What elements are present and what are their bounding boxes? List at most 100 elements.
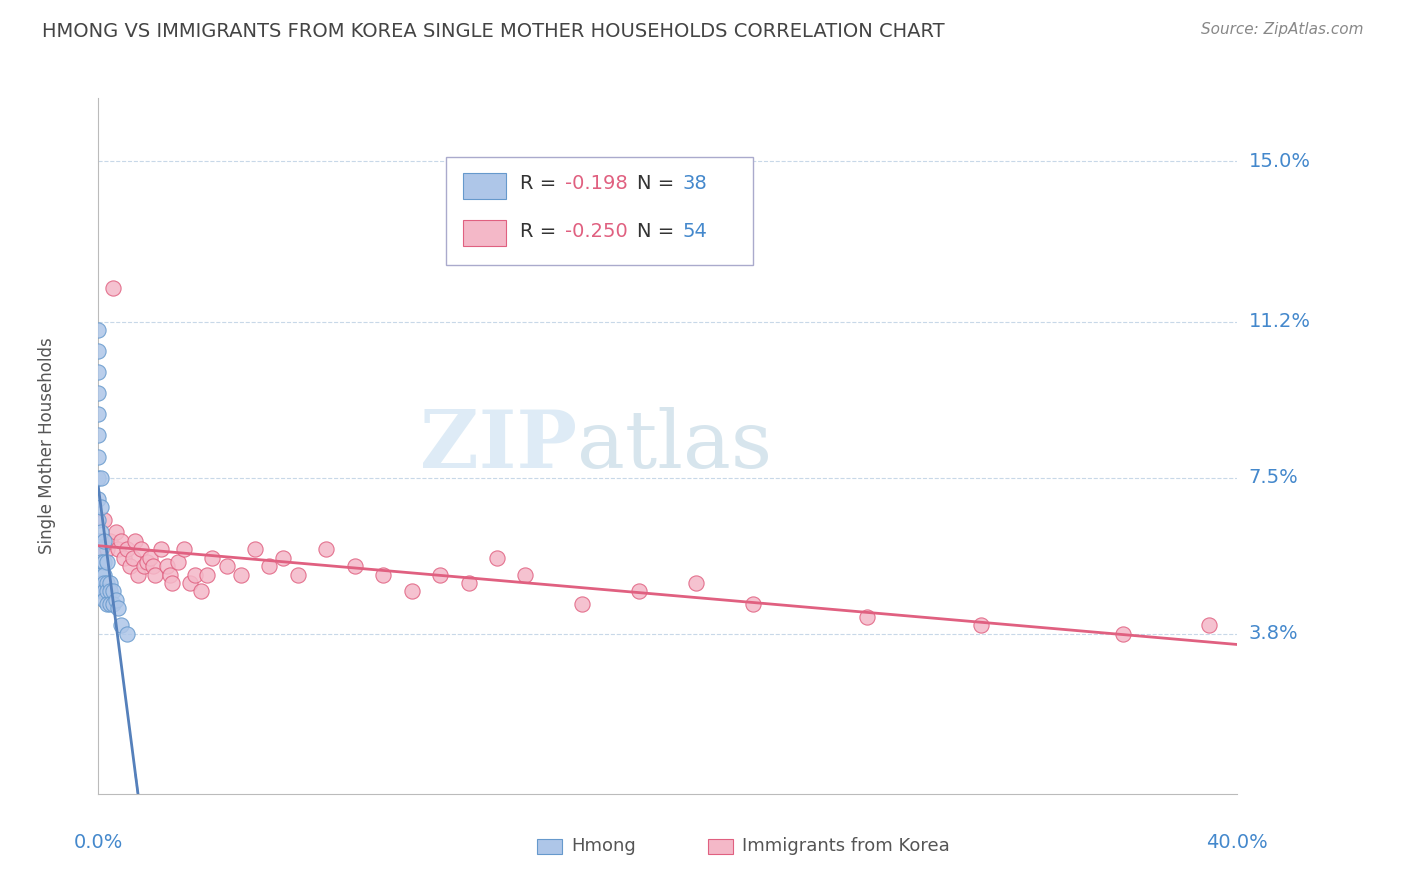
Point bbox=[145, 567, 167, 582]
Point bbox=[515, 567, 537, 582]
Point bbox=[343, 559, 366, 574]
Point bbox=[87, 533, 110, 548]
Point bbox=[195, 567, 218, 582]
Point bbox=[87, 386, 110, 401]
Text: R =: R = bbox=[520, 174, 562, 194]
Point bbox=[1198, 618, 1220, 632]
Point bbox=[93, 576, 115, 591]
Text: 3.8%: 3.8% bbox=[1249, 624, 1298, 643]
Point bbox=[970, 618, 993, 632]
Point bbox=[179, 576, 201, 591]
Point bbox=[184, 567, 207, 582]
Point bbox=[107, 542, 129, 557]
Point bbox=[173, 542, 195, 557]
Point bbox=[132, 559, 155, 574]
Point bbox=[93, 533, 115, 548]
Point bbox=[215, 559, 238, 574]
Point bbox=[96, 584, 118, 599]
Point bbox=[96, 597, 118, 611]
Point bbox=[87, 470, 110, 484]
Point bbox=[273, 550, 295, 565]
Point bbox=[115, 542, 138, 557]
Point bbox=[98, 584, 121, 599]
Point bbox=[93, 593, 115, 607]
Text: -0.198: -0.198 bbox=[565, 174, 628, 194]
Point bbox=[135, 555, 157, 569]
Point bbox=[98, 597, 121, 611]
Bar bbox=[463, 220, 506, 246]
Point bbox=[141, 559, 163, 574]
Point bbox=[101, 597, 124, 611]
Text: N =: N = bbox=[637, 174, 681, 194]
Point bbox=[87, 428, 110, 442]
Point bbox=[159, 567, 181, 582]
Point bbox=[167, 555, 190, 569]
Point bbox=[87, 365, 110, 379]
Text: HMONG VS IMMIGRANTS FROM KOREA SINGLE MOTHER HOUSEHOLDS CORRELATION CHART: HMONG VS IMMIGRANTS FROM KOREA SINGLE MO… bbox=[42, 22, 945, 41]
Text: 38: 38 bbox=[683, 174, 707, 194]
Point bbox=[129, 542, 152, 557]
Point bbox=[571, 597, 593, 611]
Point bbox=[373, 567, 395, 582]
Point bbox=[93, 584, 115, 599]
Point bbox=[628, 584, 651, 599]
Point bbox=[156, 559, 179, 574]
Point bbox=[150, 542, 173, 557]
Point bbox=[742, 597, 765, 611]
FancyBboxPatch shape bbox=[446, 157, 754, 265]
Point bbox=[93, 555, 115, 569]
Point bbox=[90, 470, 112, 484]
Point bbox=[96, 576, 118, 591]
Text: Single Mother Households: Single Mother Households bbox=[38, 338, 56, 554]
Point bbox=[90, 525, 112, 540]
Text: N =: N = bbox=[637, 221, 681, 241]
Point bbox=[93, 567, 115, 582]
Point bbox=[90, 542, 112, 557]
Point bbox=[96, 542, 118, 557]
Point bbox=[87, 408, 110, 422]
Point bbox=[429, 567, 451, 582]
Point bbox=[110, 618, 132, 632]
Point bbox=[87, 323, 110, 337]
Text: 54: 54 bbox=[683, 221, 707, 241]
Point bbox=[90, 567, 112, 582]
Bar bbox=[463, 172, 506, 199]
Point bbox=[138, 550, 160, 565]
Bar bbox=[707, 839, 733, 855]
Text: Hmong: Hmong bbox=[571, 837, 636, 855]
Point bbox=[87, 542, 110, 557]
Point bbox=[127, 567, 149, 582]
Point bbox=[110, 533, 132, 548]
Point bbox=[685, 576, 707, 591]
Point bbox=[287, 567, 309, 582]
Point bbox=[90, 500, 112, 515]
Text: ZIP: ZIP bbox=[420, 407, 576, 485]
Point bbox=[87, 344, 110, 359]
Point bbox=[457, 576, 479, 591]
Point bbox=[87, 491, 110, 506]
Point bbox=[856, 609, 879, 624]
Bar bbox=[537, 839, 562, 855]
Text: 7.5%: 7.5% bbox=[1249, 468, 1298, 487]
Text: 11.2%: 11.2% bbox=[1249, 312, 1310, 331]
Point bbox=[87, 450, 110, 464]
Point bbox=[101, 281, 124, 295]
Text: Immigrants from Korea: Immigrants from Korea bbox=[742, 837, 949, 855]
Text: Source: ZipAtlas.com: Source: ZipAtlas.com bbox=[1201, 22, 1364, 37]
Point bbox=[190, 584, 212, 599]
Point bbox=[104, 593, 127, 607]
Point bbox=[90, 533, 112, 548]
Text: R =: R = bbox=[520, 221, 562, 241]
Point bbox=[115, 626, 138, 640]
Point bbox=[112, 550, 135, 565]
Point bbox=[98, 576, 121, 591]
Point bbox=[90, 584, 112, 599]
Point bbox=[118, 559, 141, 574]
Point bbox=[104, 525, 127, 540]
Text: 15.0%: 15.0% bbox=[1249, 152, 1310, 171]
Text: 0.0%: 0.0% bbox=[73, 833, 124, 852]
Point bbox=[101, 584, 124, 599]
Point bbox=[201, 550, 224, 565]
Point bbox=[162, 576, 184, 591]
Point bbox=[401, 584, 423, 599]
